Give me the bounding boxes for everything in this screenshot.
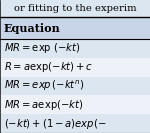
- Bar: [0, 0, 150, 17]
- Text: $(-kt) + (1-a)\mathit{exp}(-$: $(-kt) + (1-a)\mathit{exp}(-$: [4, 117, 106, 131]
- Bar: [0, 58, 150, 77]
- Bar: [0, 114, 150, 133]
- Text: $MR = \mathit{exp}\,(-kt^{n})$: $MR = \mathit{exp}\,(-kt^{n})$: [4, 79, 84, 93]
- Text: $MR = a\exp(-kt)$: $MR = a\exp(-kt)$: [4, 98, 83, 112]
- Text: $MR = \exp\,(-kt)$: $MR = \exp\,(-kt)$: [4, 41, 81, 55]
- Bar: [0, 95, 150, 114]
- Text: or fitting to the experim: or fitting to the experim: [14, 4, 136, 13]
- Bar: [0, 17, 150, 39]
- Bar: [0, 39, 150, 58]
- Text: $R = a\exp(-kt) + c$: $R = a\exp(-kt) + c$: [4, 60, 93, 74]
- Bar: [0, 77, 150, 95]
- Text: Equation: Equation: [4, 22, 61, 34]
